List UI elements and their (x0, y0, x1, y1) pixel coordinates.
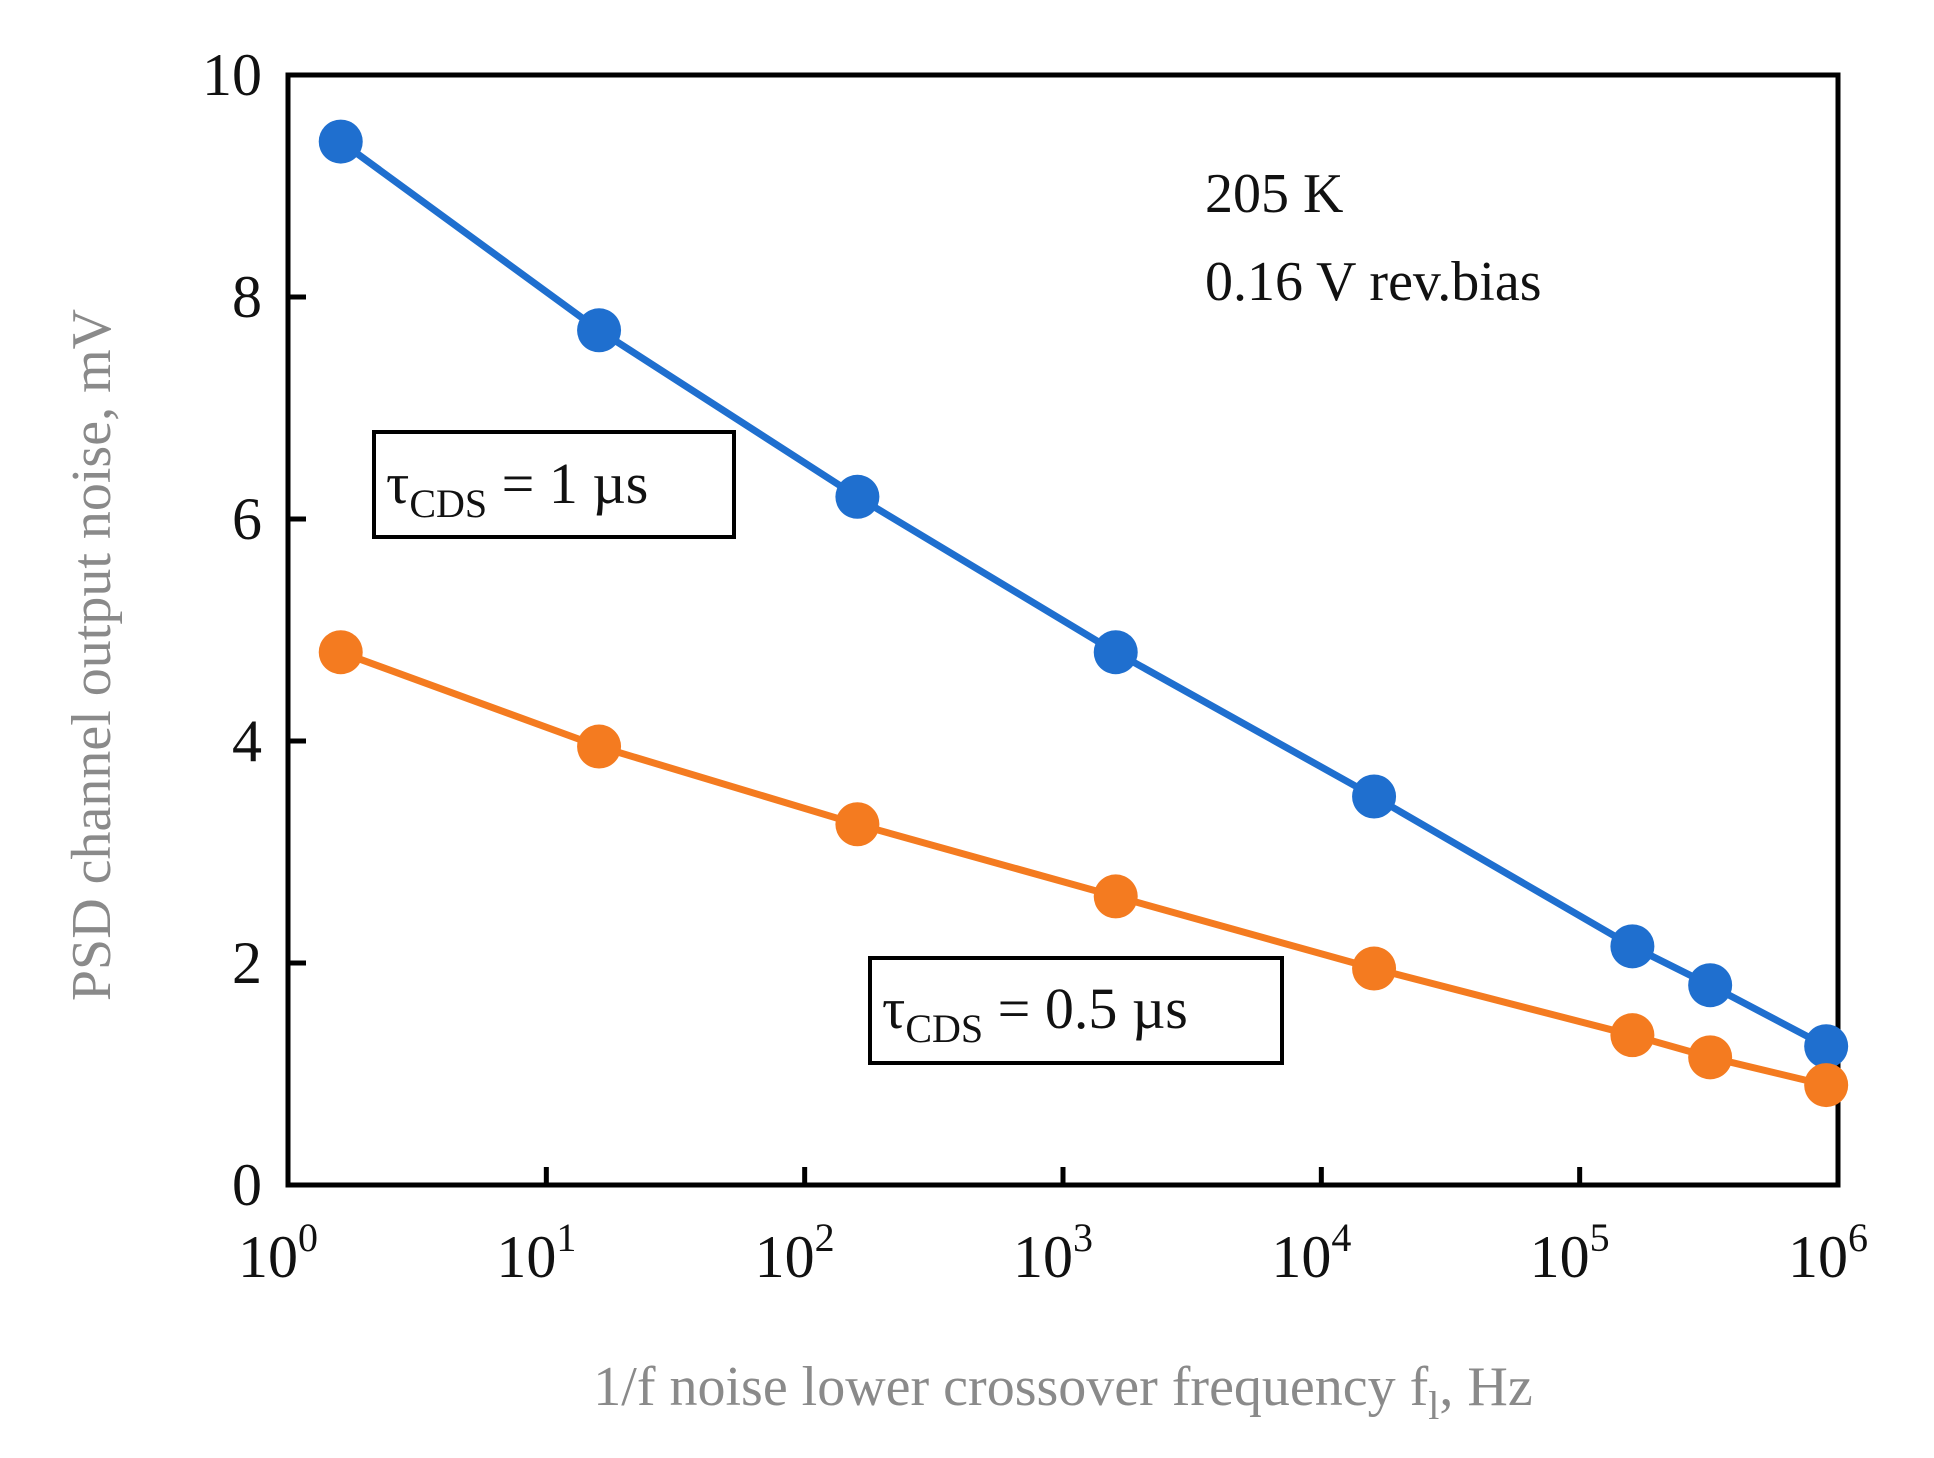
legend-box-tau-1us: τCDS = 1 µs (372, 430, 736, 539)
temperature-annotation: 205 K (1205, 163, 1343, 225)
x-tick-label: 103 (1013, 1215, 1093, 1290)
data-point (318, 630, 363, 675)
x-axis-title-subscript: l (1428, 1383, 1439, 1428)
legend-text: = 1 µs (487, 451, 648, 516)
x-tick-label: 100 (238, 1215, 318, 1290)
legend-symbol: τ (386, 451, 409, 516)
legend-box-border (868, 956, 1284, 1065)
x-tick-exponent: 1 (556, 1215, 576, 1260)
x-tick-label: 104 (1271, 1215, 1351, 1290)
x-tick-exponent: 6 (1848, 1215, 1868, 1260)
x-tick-exponent: 0 (298, 1215, 318, 1260)
legend-subscript: CDS (905, 1006, 983, 1051)
data-point (1093, 874, 1138, 919)
x-axis-title: 1/f noise lower crossover frequency fl, … (593, 1356, 1532, 1428)
y-tick-label: 0 (232, 1152, 262, 1218)
series-1 (318, 119, 1849, 1069)
data-point (1804, 1024, 1849, 1069)
x-axis-title-main: 1/f noise lower crossover frequency f (593, 1356, 1428, 1418)
bias-annotation: 0.16 V rev.bias (1205, 251, 1542, 313)
data-point (1688, 1035, 1733, 1080)
y-tick-label: 4 (232, 708, 262, 774)
x-tick-base: 10 (238, 1224, 298, 1290)
x-tick-exponent: 2 (815, 1215, 835, 1260)
y-axis-ticks: 0 2 4 6 8 10 (202, 42, 306, 1218)
x-tick-exponent: 4 (1331, 1215, 1351, 1260)
x-tick-base: 10 (755, 1224, 815, 1290)
x-tick-label: 102 (755, 1215, 835, 1290)
legend-box-tau-05us: τCDS = 0.5 µs (868, 956, 1284, 1065)
x-tick-exponent: 5 (1590, 1215, 1610, 1260)
data-point (577, 308, 622, 353)
legend-box-border (372, 430, 736, 539)
data-point (835, 474, 880, 519)
legend-symbol: τ (882, 976, 905, 1041)
data-point (1610, 924, 1655, 969)
x-tick-base: 10 (1013, 1224, 1073, 1290)
x-tick-label: 106 (1788, 1215, 1868, 1290)
y-tick-label: 2 (232, 930, 262, 996)
series-group (318, 119, 1849, 1108)
x-tick-base: 10 (1530, 1224, 1590, 1290)
data-point (318, 119, 363, 164)
legend-subscript: CDS (409, 481, 487, 526)
x-tick-base: 10 (1788, 1224, 1848, 1290)
legend-label: τCDS = 0.5 µs (882, 976, 1188, 1051)
x-axis-ticks: 100 101 102 103 104 105 106 (238, 1167, 1868, 1290)
series-2 (318, 630, 1849, 1108)
y-tick-label: 6 (232, 486, 262, 552)
data-point (1352, 946, 1397, 991)
data-point (577, 724, 622, 769)
data-point (1352, 774, 1397, 819)
data-point (835, 802, 880, 847)
x-tick-label: 101 (496, 1215, 576, 1290)
x-tick-exponent: 3 (1073, 1215, 1093, 1260)
data-point (1093, 630, 1138, 675)
x-tick-base: 10 (496, 1224, 556, 1290)
x-tick-base: 10 (1271, 1224, 1331, 1290)
data-point (1804, 1063, 1849, 1108)
x-axis-title-suffix: , Hz (1439, 1356, 1532, 1418)
y-axis-title: PSD channel output noise, mV (61, 309, 123, 1001)
series-line (338, 138, 1828, 1050)
legend-label: τCDS = 1 µs (386, 451, 648, 526)
y-tick-label: 10 (202, 42, 262, 108)
legend-text: = 0.5 µs (983, 976, 1188, 1041)
data-point (1610, 1013, 1655, 1058)
data-point (1688, 963, 1733, 1008)
x-tick-label: 105 (1530, 1215, 1610, 1290)
y-tick-label: 8 (232, 264, 262, 330)
